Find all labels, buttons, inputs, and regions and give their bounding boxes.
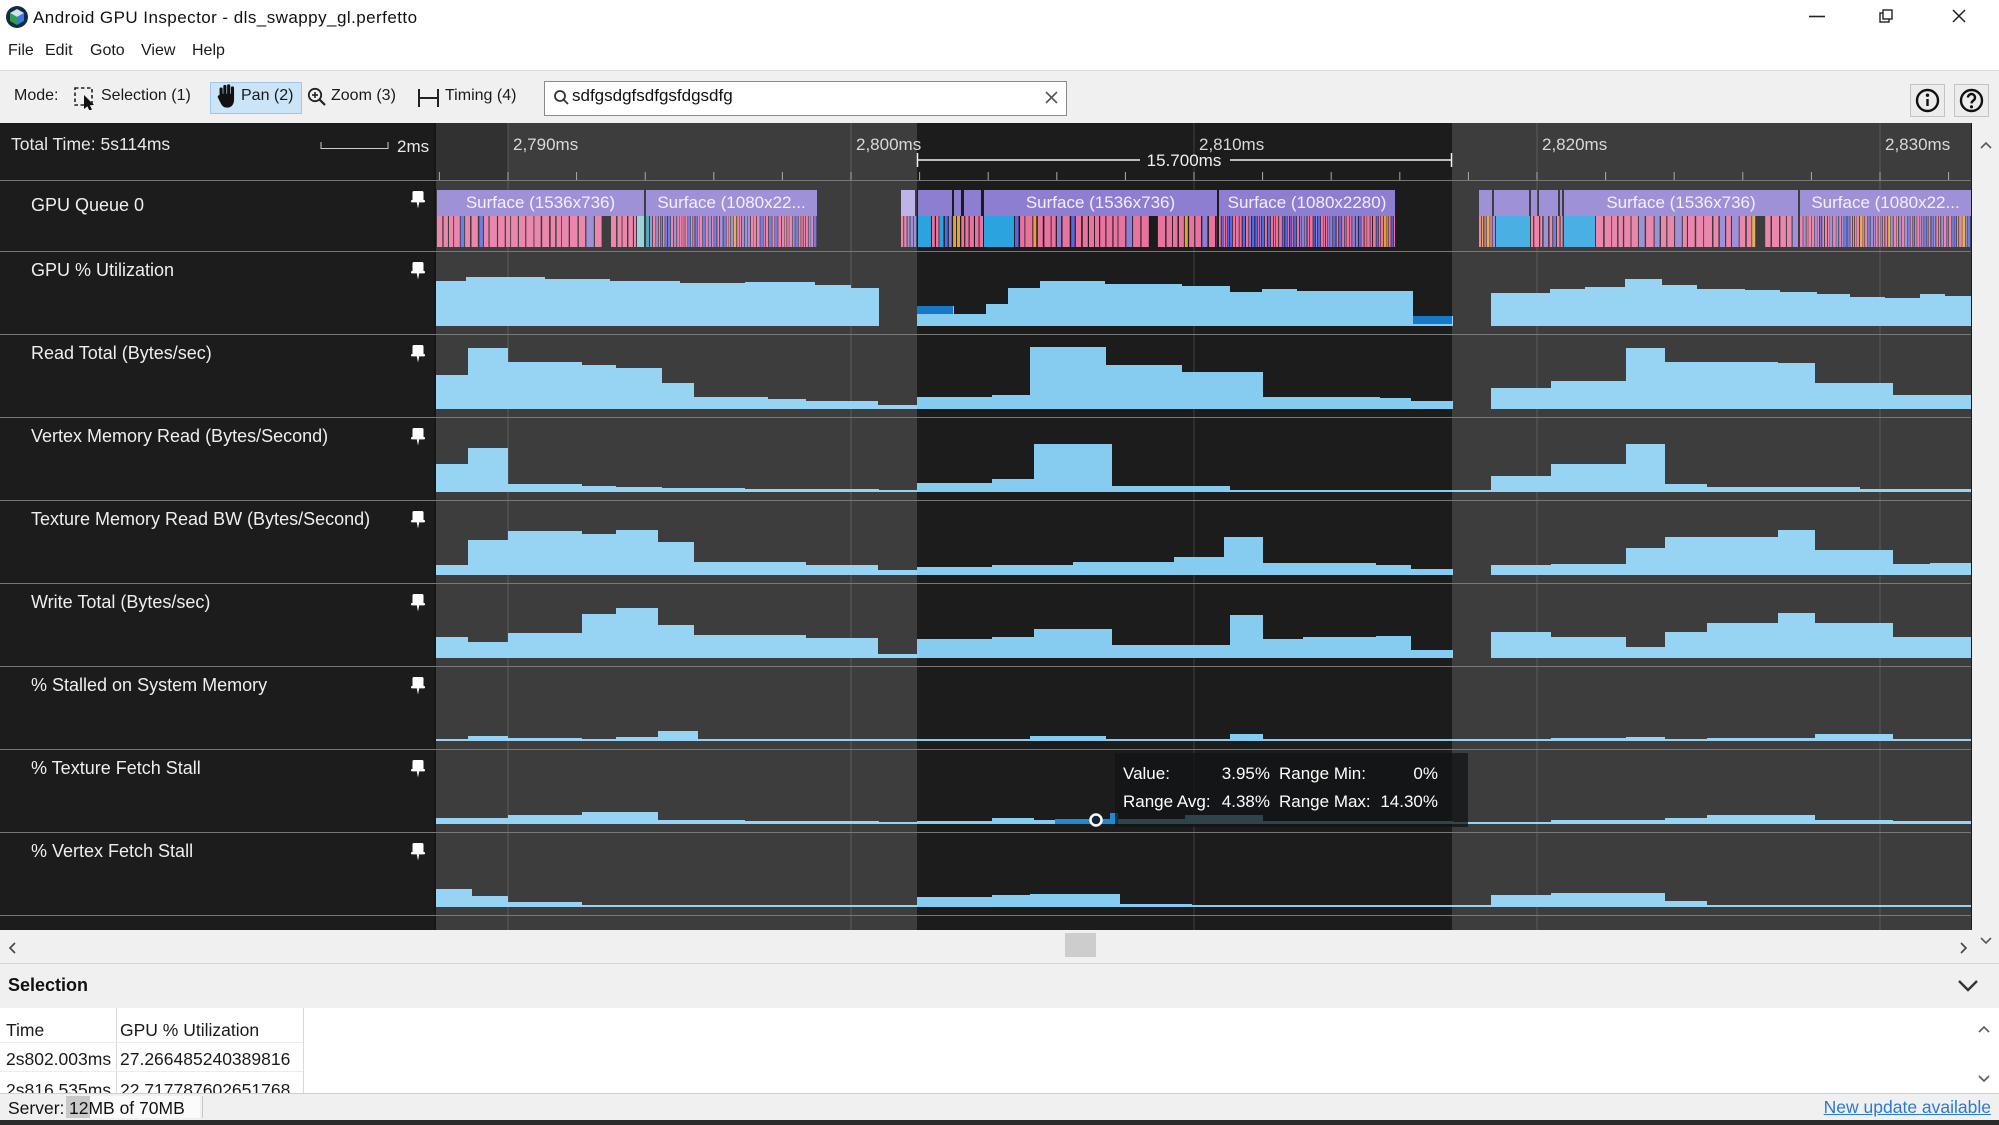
svg-text:Read Total (Bytes/sec): Read Total (Bytes/sec)	[31, 343, 212, 363]
svg-text:14.30%: 14.30%	[1380, 792, 1438, 811]
svg-text:Range Min:: Range Min:	[1279, 764, 1366, 783]
svg-text:Vertex Memory Read (Bytes/Seco: Vertex Memory Read (Bytes/Second)	[31, 426, 328, 446]
svg-text:2,810ms: 2,810ms	[1199, 135, 1264, 154]
svg-text:GPU Queue 0: GPU Queue 0	[31, 195, 144, 215]
svg-text:2,800ms: 2,800ms	[856, 135, 921, 154]
svg-text:3.95%: 3.95%	[1222, 764, 1270, 783]
svg-text:Range Max:: Range Max:	[1279, 792, 1371, 811]
svg-text:Texture Memory Read BW (Bytes/: Texture Memory Read BW (Bytes/Second)	[31, 509, 370, 529]
svg-text:Surface (1080x22...: Surface (1080x22...	[657, 193, 805, 212]
svg-text:2,830ms: 2,830ms	[1885, 135, 1950, 154]
svg-text:15.700ms: 15.700ms	[1147, 151, 1222, 170]
svg-text:% Texture Fetch Stall: % Texture Fetch Stall	[31, 758, 201, 778]
svg-text:2,790ms: 2,790ms	[513, 135, 578, 154]
svg-text:Write Total (Bytes/sec): Write Total (Bytes/sec)	[31, 592, 210, 612]
svg-text:4.38%: 4.38%	[1222, 792, 1270, 811]
svg-text:2ms: 2ms	[397, 137, 429, 156]
svg-text:Surface (1080x2280): Surface (1080x2280)	[1228, 193, 1387, 212]
svg-text:% Stalled on System Memory: % Stalled on System Memory	[31, 675, 267, 695]
svg-text:Surface (1080x22...: Surface (1080x22...	[1811, 193, 1959, 212]
svg-text:2,820ms: 2,820ms	[1542, 135, 1607, 154]
svg-text:Total Time: 5s114ms: Total Time: 5s114ms	[11, 134, 170, 154]
svg-text:Surface (1536x736): Surface (1536x736)	[1026, 193, 1175, 212]
svg-text:Range Avg:: Range Avg:	[1123, 792, 1211, 811]
svg-text:Surface (1536x736): Surface (1536x736)	[466, 193, 615, 212]
svg-text:0%: 0%	[1413, 764, 1438, 783]
svg-text:% Vertex Fetch Stall: % Vertex Fetch Stall	[31, 841, 193, 861]
svg-text:GPU % Utilization: GPU % Utilization	[31, 260, 174, 280]
svg-text:Value:: Value:	[1123, 764, 1170, 783]
svg-text:Surface (1536x736): Surface (1536x736)	[1606, 193, 1755, 212]
